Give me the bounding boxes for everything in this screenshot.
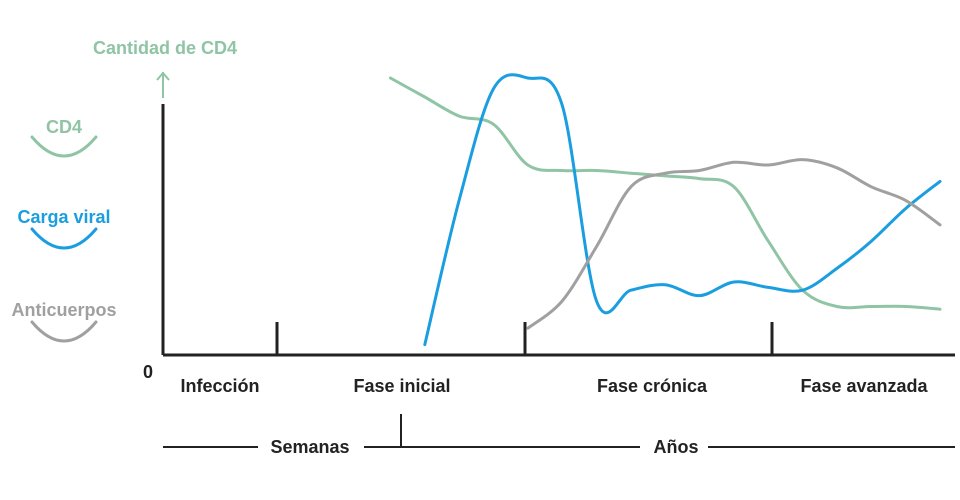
- series-line-cd4: [388, 76, 942, 311]
- legend-label-anticuerpos: Anticuerpos: [11, 300, 116, 320]
- series-line-anticuerpos: [526, 158, 942, 330]
- legend-swatch-anticuerpos: [30, 320, 98, 343]
- legend-label-carga-viral: Carga viral: [17, 207, 110, 227]
- legend-label-cd4: CD4: [46, 117, 82, 137]
- series-layer: [388, 73, 942, 347]
- chart-title: Cantidad de CD4: [93, 38, 237, 58]
- y-origin-label: 0: [143, 362, 153, 382]
- timeline-label-anos: Años: [654, 437, 699, 457]
- legend: CD4 Carga viral Anticuerpos: [11, 117, 117, 343]
- phase-label-fase-avanzada: Fase avanzada: [800, 376, 928, 396]
- legend-swatch-cd4: [30, 135, 98, 158]
- timeline-label-semanas: Semanas: [270, 437, 349, 457]
- legend-swatch-carga-viral: [30, 227, 98, 250]
- phase-label-fase-inicial: Fase inicial: [353, 376, 450, 396]
- phase-label-infeccion: Infección: [180, 376, 259, 396]
- phase-label-fase-cronica: Fase crónica: [597, 376, 708, 396]
- series-line-carga-viral: [423, 73, 942, 347]
- y-axis-arrow: [156, 71, 170, 98]
